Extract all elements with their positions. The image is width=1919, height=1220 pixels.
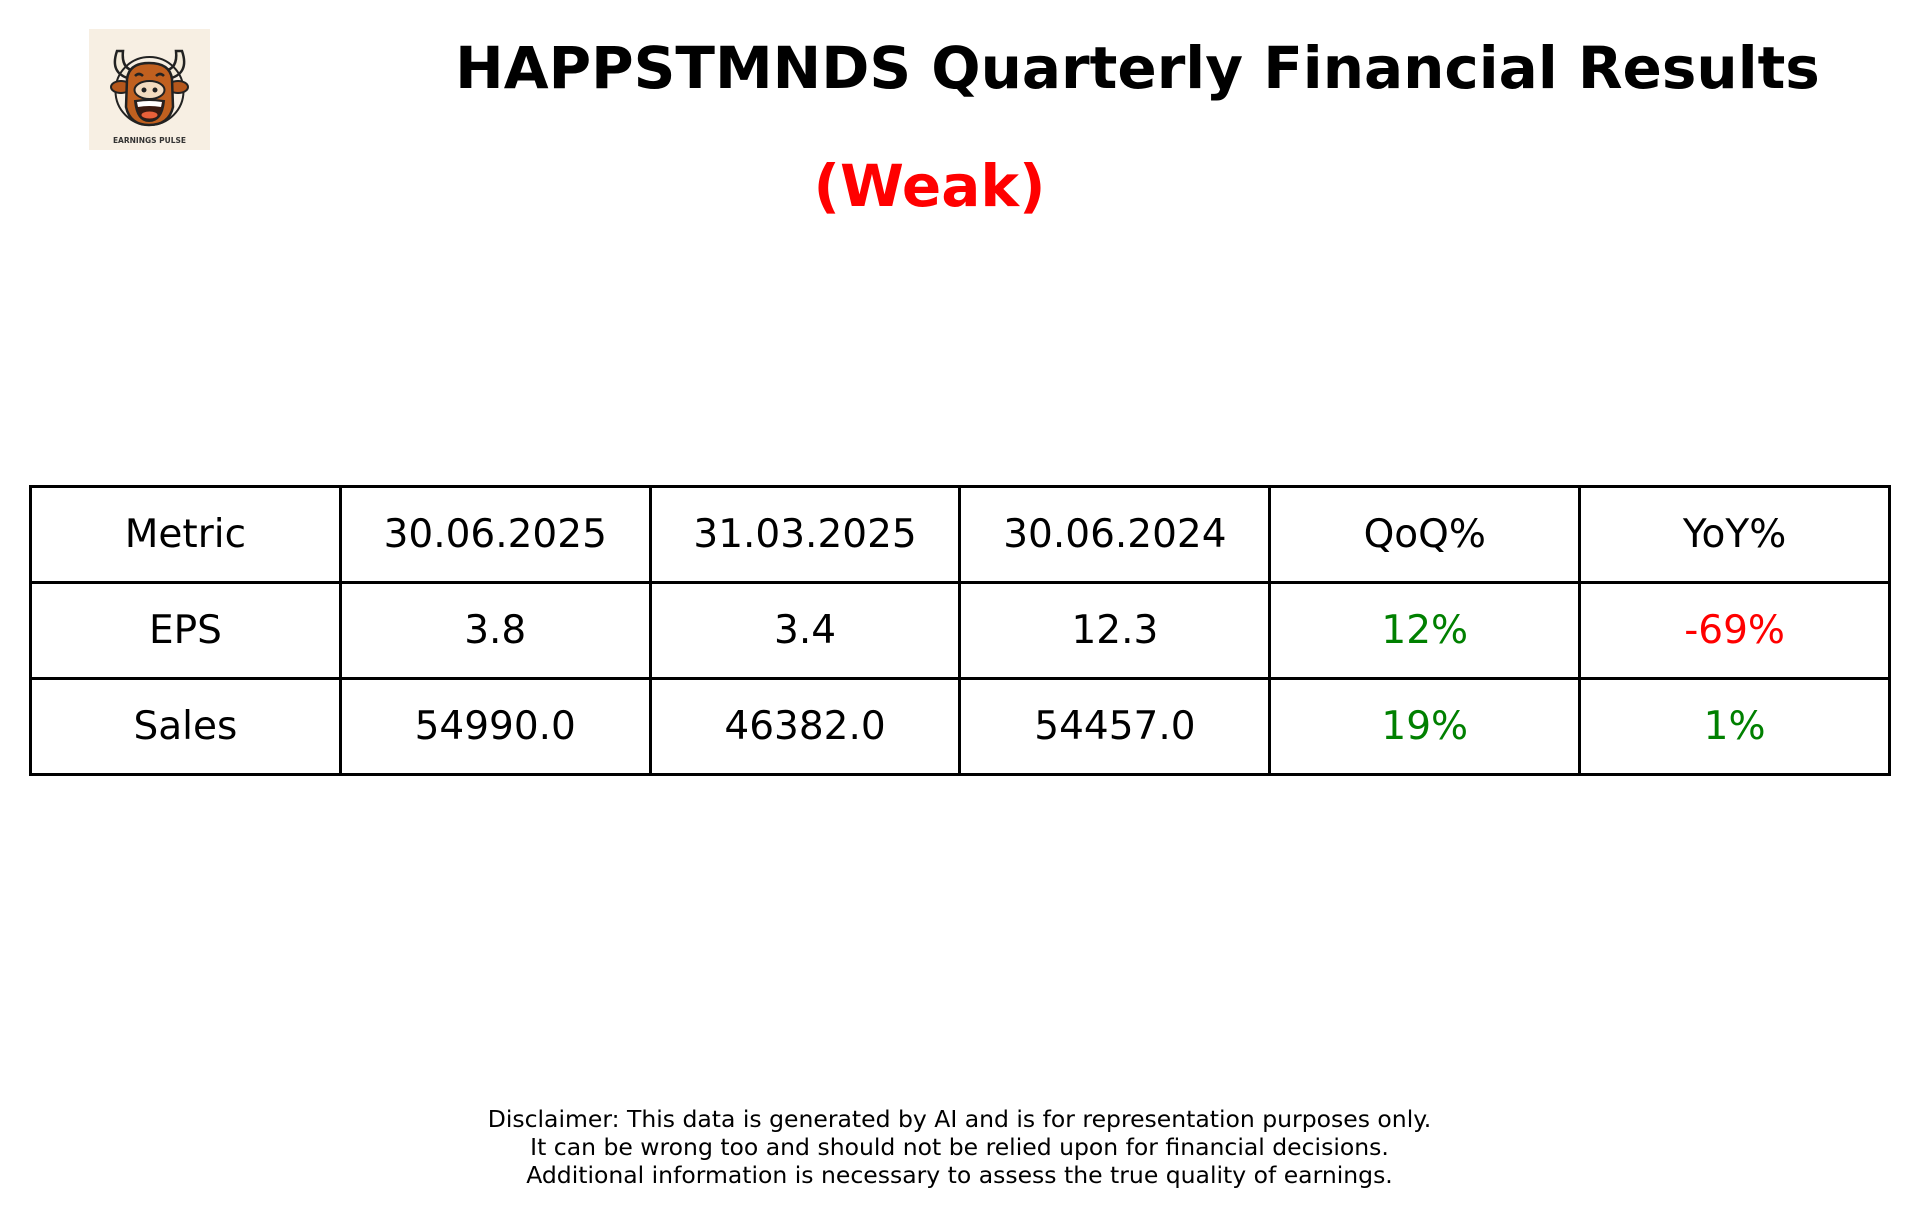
header-cell: YoY% (1578, 485, 1891, 584)
header-cell: 31.03.2025 (648, 485, 962, 584)
bull-face-icon: EARNINGS PULSE (110, 49, 189, 145)
qoq-cell: 12% (1268, 581, 1582, 680)
value-cell: 54990.0 (338, 677, 652, 776)
earnings-pulse-logo: EARNINGS PULSE (89, 29, 210, 150)
yoy-cell: 1% (1578, 677, 1891, 776)
metric-cell: EPS (29, 581, 342, 680)
value-cell: 12.3 (958, 581, 1272, 680)
header-cell: 30.06.2024 (958, 485, 1272, 584)
header-cell: 30.06.2025 (338, 485, 652, 584)
yoy-cell: -69% (1578, 581, 1891, 680)
disclaimer: Disclaimer: This data is generated by AI… (0, 1105, 1919, 1189)
value-cell: 3.4 (648, 581, 962, 680)
verdict-label: (Weak) (813, 152, 1046, 220)
value-cell: 54457.0 (958, 677, 1272, 776)
table-row: EPS 3.8 3.4 12.3 12% -69% (29, 581, 1891, 680)
metric-cell: Sales (29, 677, 342, 776)
header-cell: QoQ% (1268, 485, 1582, 584)
table-row: Sales 54990.0 46382.0 54457.0 19% 1% (29, 677, 1891, 776)
table-header-row: Metric 30.06.2025 31.03.2025 30.06.2024 … (29, 485, 1891, 584)
disclaimer-line: Additional information is necessary to a… (526, 1161, 1393, 1189)
header-cell: Metric (29, 485, 342, 584)
financial-results-table: Metric 30.06.2025 31.03.2025 30.06.2024 … (29, 485, 1891, 776)
value-cell: 46382.0 (648, 677, 962, 776)
page-title: HAPPSTMNDS Quarterly Financial Results (455, 34, 1820, 102)
logo-text: EARNINGS PULSE (113, 136, 186, 145)
qoq-cell: 19% (1268, 677, 1582, 776)
disclaimer-line: It can be wrong too and should not be re… (530, 1133, 1389, 1161)
disclaimer-line: Disclaimer: This data is generated by AI… (487, 1105, 1432, 1133)
value-cell: 3.8 (338, 581, 652, 680)
